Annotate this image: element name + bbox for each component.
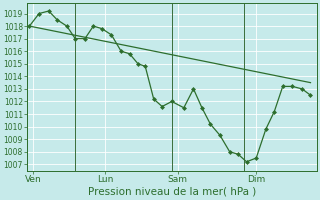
X-axis label: Pression niveau de la mer( hPa ): Pression niveau de la mer( hPa ) bbox=[88, 187, 256, 197]
